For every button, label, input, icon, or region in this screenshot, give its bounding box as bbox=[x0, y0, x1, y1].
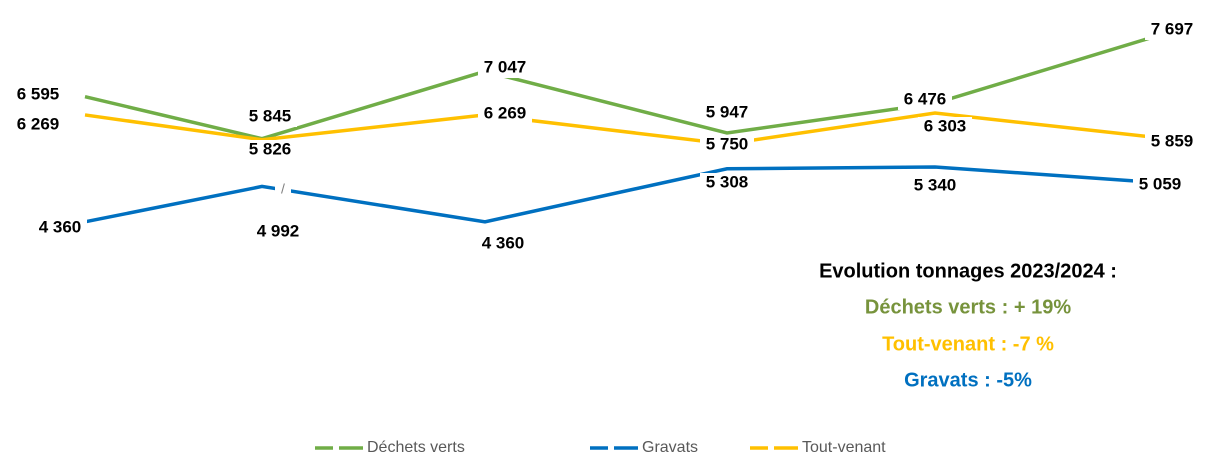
value-label: 6 269 bbox=[17, 114, 60, 133]
label-bg bbox=[700, 103, 754, 123]
label-bg bbox=[243, 107, 297, 127]
legend-label: Tout-venant bbox=[802, 439, 886, 456]
annotation: Gravats : -5% bbox=[904, 369, 1032, 391]
value-label: 5 947 bbox=[706, 102, 749, 121]
value-label: 6 269 bbox=[484, 103, 527, 122]
label-bg bbox=[700, 173, 754, 193]
annotation: Tout-venant : -7 % bbox=[882, 333, 1054, 355]
label-bg bbox=[1145, 132, 1199, 152]
legend-label: Gravats bbox=[642, 439, 698, 456]
value-label: 4 992 bbox=[257, 221, 300, 240]
value-label: 4 360 bbox=[39, 217, 82, 236]
labels: 6 595 5 845 7 047 5 947 6 476 7 697 4 360 4 992… bbox=[11, 19, 1199, 254]
value-label: 5 826 bbox=[249, 139, 292, 158]
value-label: 7 047 bbox=[484, 57, 527, 76]
value-label: 6 476 bbox=[904, 89, 947, 108]
label-bg bbox=[908, 176, 962, 196]
label-bg bbox=[251, 222, 305, 242]
label-bg bbox=[33, 218, 87, 238]
value-label: 5 308 bbox=[706, 172, 749, 191]
label-bg bbox=[243, 140, 297, 160]
series-line bbox=[84, 33, 1161, 141]
label-bg bbox=[918, 117, 972, 137]
series-line bbox=[84, 165, 1161, 224]
label-bg bbox=[11, 115, 65, 135]
value-label: 5 059 bbox=[1139, 174, 1182, 193]
series-line bbox=[84, 111, 1161, 146]
value-label: 7 697 bbox=[1151, 19, 1194, 38]
label-bg bbox=[476, 234, 530, 254]
value-label: 5 845 bbox=[249, 106, 292, 125]
label-bg bbox=[275, 180, 291, 200]
value-label: 6 595 bbox=[17, 84, 60, 103]
value-label: 6 303 bbox=[924, 116, 967, 135]
value-label: 4 360 bbox=[482, 233, 525, 252]
label-bg bbox=[1133, 175, 1187, 195]
label-bg bbox=[700, 135, 754, 155]
value-label: 5 859 bbox=[1151, 131, 1194, 150]
annotation: / bbox=[281, 181, 285, 197]
value-label: 5 340 bbox=[914, 175, 957, 194]
label-bg bbox=[1145, 20, 1199, 40]
annotation: Evolution tonnages 2023/2024 : bbox=[819, 260, 1117, 282]
label-bg bbox=[898, 90, 952, 110]
lines bbox=[84, 33, 1161, 224]
label-bg bbox=[478, 58, 532, 78]
value-label: 5 750 bbox=[706, 134, 749, 153]
legend-label: Déchets verts bbox=[367, 439, 465, 456]
label-bg bbox=[478, 104, 532, 124]
label-bg bbox=[11, 85, 65, 105]
annotation: Déchets verts : + 19% bbox=[865, 296, 1071, 318]
